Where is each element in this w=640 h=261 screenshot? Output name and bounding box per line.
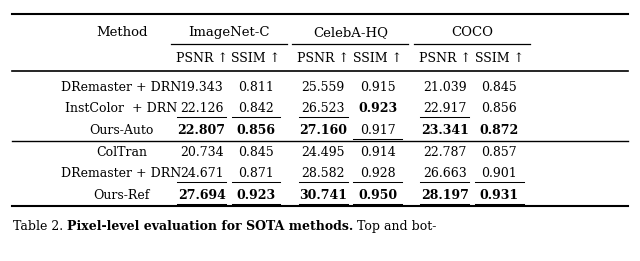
Text: 0.928: 0.928 — [360, 167, 396, 180]
Text: 0.857: 0.857 — [481, 146, 517, 159]
Text: 30.741: 30.741 — [300, 189, 347, 202]
Text: Ours-Auto: Ours-Auto — [90, 124, 154, 137]
Text: 0.845: 0.845 — [481, 81, 517, 94]
Text: 28.197: 28.197 — [421, 189, 468, 202]
Text: 22.126: 22.126 — [180, 102, 223, 115]
Text: PSNR ↑: PSNR ↑ — [175, 52, 228, 65]
Text: 0.923: 0.923 — [236, 189, 276, 202]
Text: 27.694: 27.694 — [178, 189, 225, 202]
Text: Table 2.: Table 2. — [13, 220, 67, 233]
Text: 0.856: 0.856 — [237, 124, 275, 137]
Text: 24.495: 24.495 — [301, 146, 345, 159]
Text: InstColor  + DRN: InstColor + DRN — [65, 102, 178, 115]
Text: 28.582: 28.582 — [301, 167, 345, 180]
Text: 23.341: 23.341 — [421, 124, 468, 137]
Text: 0.931: 0.931 — [479, 189, 519, 202]
Text: 24.671: 24.671 — [180, 167, 223, 180]
Text: DRemaster + DRN: DRemaster + DRN — [61, 167, 182, 180]
Text: 27.160: 27.160 — [300, 124, 347, 137]
Text: Ours-Ref: Ours-Ref — [93, 189, 150, 202]
Text: 0.923: 0.923 — [358, 102, 397, 115]
Text: 25.559: 25.559 — [301, 81, 345, 94]
Text: 26.523: 26.523 — [301, 102, 345, 115]
Text: 0.917: 0.917 — [360, 124, 396, 137]
Text: 26.663: 26.663 — [423, 167, 467, 180]
Text: COCO: COCO — [451, 26, 493, 39]
Text: 0.901: 0.901 — [481, 167, 517, 180]
Text: 20.734: 20.734 — [180, 146, 223, 159]
Text: 19.343: 19.343 — [180, 81, 223, 94]
Text: DRemaster + DRN: DRemaster + DRN — [61, 81, 182, 94]
Text: Top and bot-: Top and bot- — [353, 220, 436, 233]
Text: 21.039: 21.039 — [423, 81, 467, 94]
Text: 0.872: 0.872 — [479, 124, 519, 137]
Text: Pixel-level evaluation for SOTA methods.: Pixel-level evaluation for SOTA methods. — [67, 220, 353, 233]
Text: SSIM ↑: SSIM ↑ — [232, 52, 280, 65]
Text: 0.856: 0.856 — [481, 102, 517, 115]
Text: ImageNet-C: ImageNet-C — [188, 26, 269, 39]
Text: ColTran: ColTran — [96, 146, 147, 159]
Text: PSNR ↑: PSNR ↑ — [297, 52, 349, 65]
Text: 0.811: 0.811 — [238, 81, 274, 94]
Text: 0.914: 0.914 — [360, 146, 396, 159]
Text: 22.917: 22.917 — [423, 102, 467, 115]
Text: SSIM ↑: SSIM ↑ — [353, 52, 402, 65]
Text: Method: Method — [96, 26, 147, 39]
Text: 0.842: 0.842 — [238, 102, 274, 115]
Text: 0.871: 0.871 — [238, 167, 274, 180]
Text: 0.950: 0.950 — [358, 189, 397, 202]
Text: PSNR ↑: PSNR ↑ — [419, 52, 471, 65]
Text: SSIM ↑: SSIM ↑ — [475, 52, 524, 65]
Text: 0.845: 0.845 — [238, 146, 274, 159]
Text: CelebA-HQ: CelebA-HQ — [313, 26, 388, 39]
Text: 22.807: 22.807 — [178, 124, 226, 137]
Text: 0.915: 0.915 — [360, 81, 396, 94]
Text: 22.787: 22.787 — [423, 146, 467, 159]
